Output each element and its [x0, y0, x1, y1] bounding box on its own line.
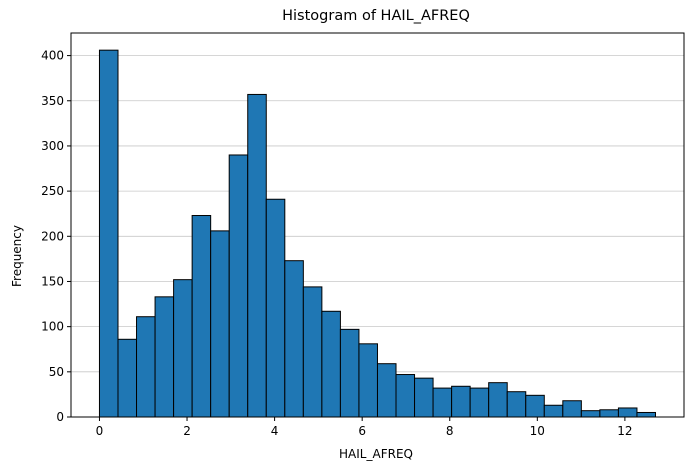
histogram-bar: [506, 391, 527, 418]
histogram-bar: [339, 328, 360, 418]
y-tick-label: 200: [41, 229, 64, 243]
y-tick-label: 100: [41, 320, 64, 334]
histogram-bar: [191, 215, 212, 418]
histogram-bar: [117, 338, 138, 418]
histogram-bar: [414, 377, 434, 418]
histogram-bar: [543, 404, 564, 418]
x-tick-label: 2: [183, 424, 191, 438]
histogram-bar: [136, 316, 156, 418]
histogram-bar: [228, 154, 249, 418]
y-tick-label: 350: [41, 94, 64, 108]
histogram-bar: [617, 407, 638, 418]
y-tick-label: 50: [49, 365, 64, 379]
x-tick-label: 4: [271, 424, 279, 438]
histogram-bar: [469, 387, 490, 418]
histogram-bar: [302, 286, 323, 418]
y-tick-label: 0: [56, 410, 64, 424]
x-tick-label: 8: [446, 424, 454, 438]
histogram-bar: [284, 260, 304, 418]
x-axis-label: HAIL_AFREQ: [339, 447, 413, 461]
histogram-bar: [98, 49, 119, 418]
histogram-bar: [173, 279, 193, 418]
chart-title: Histogram of HAIL_AFREQ: [282, 8, 470, 24]
x-tick-label: 0: [96, 424, 104, 438]
y-axis-label: Frequency: [10, 225, 24, 287]
y-axis-ticks: 0 50 100 150 200 250 300 350 400: [41, 49, 71, 424]
histogram-bar: [358, 343, 378, 418]
histogram-bar: [562, 400, 582, 418]
histogram-bar: [432, 387, 453, 418]
histogram-bar: [376, 363, 397, 418]
histogram-bar: [488, 382, 508, 418]
histogram-bar: [247, 93, 267, 418]
plot-frame: [70, 32, 685, 418]
histogram-bar: [154, 296, 175, 418]
histogram-bar: [265, 198, 286, 418]
y-tick-label: 400: [41, 49, 64, 63]
histogram-bar: [599, 409, 619, 418]
histogram-bar: [580, 410, 601, 418]
histogram-bar: [636, 411, 656, 418]
y-tick-label: 150: [41, 274, 64, 288]
x-tick-label: 6: [358, 424, 366, 438]
histogram-bar: [321, 310, 341, 418]
histogram-bar: [395, 374, 416, 418]
x-axis-ticks: 0 2 4 6 8 10 12: [96, 417, 633, 438]
histogram-bar: [451, 385, 471, 418]
y-tick-label: 300: [41, 139, 64, 153]
bars: [98, 49, 656, 418]
histogram-bar: [525, 394, 545, 418]
x-tick-label: 10: [530, 424, 545, 438]
y-tick-label: 250: [41, 184, 64, 198]
x-tick-label: 12: [617, 424, 632, 438]
histogram-bar: [210, 230, 230, 418]
